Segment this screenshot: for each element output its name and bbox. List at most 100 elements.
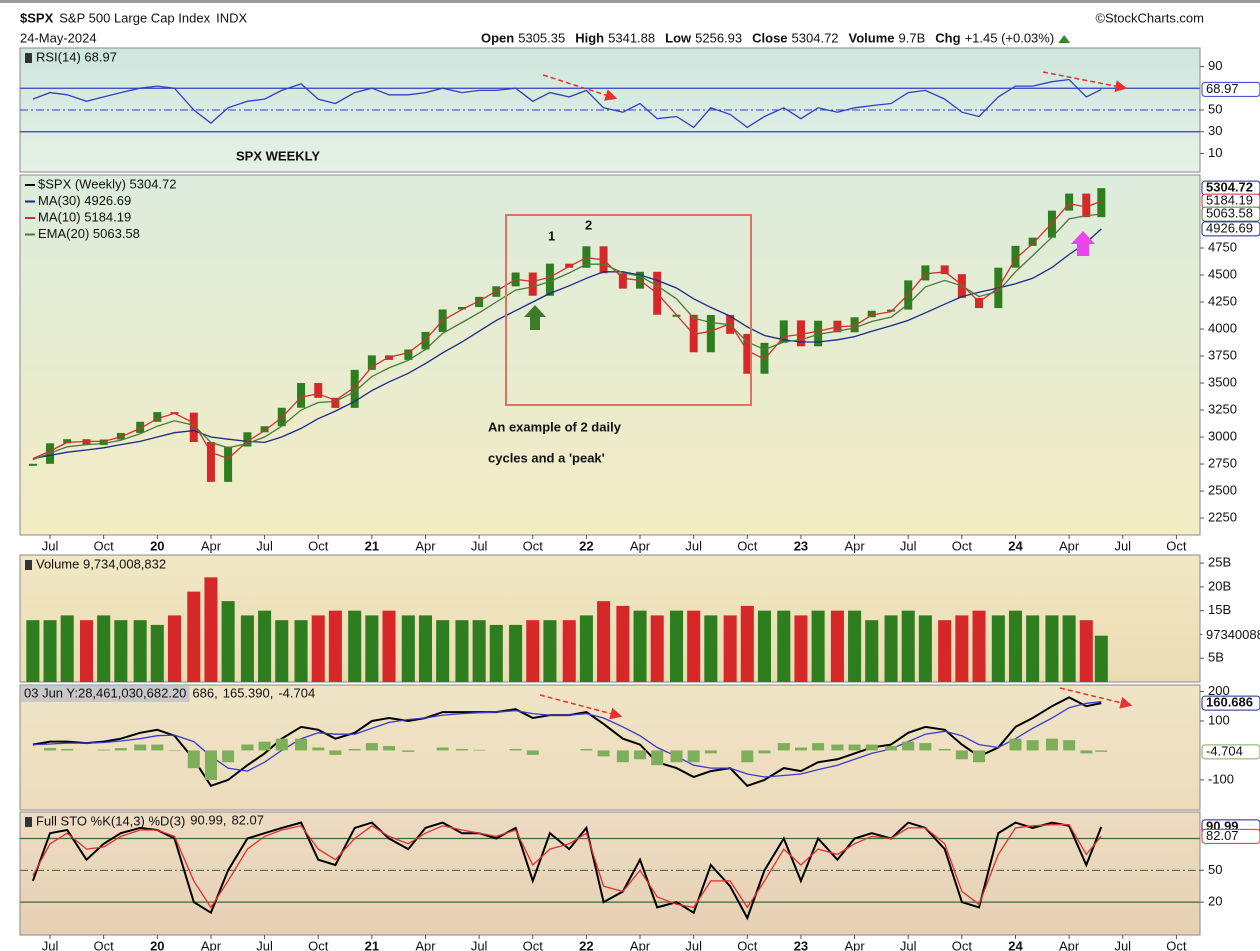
histogram-bar — [1026, 740, 1039, 751]
y-tick-label: 50 — [1208, 862, 1222, 877]
histogram-bar — [134, 744, 147, 751]
x-tick-label: Oct — [1166, 538, 1187, 553]
green-arrow — [524, 305, 546, 330]
price-bar — [975, 297, 984, 309]
price-bar — [116, 432, 125, 440]
x-tick-label: Apr — [844, 938, 865, 951]
volume-bar — [633, 610, 647, 682]
price-bar — [582, 246, 591, 268]
price-bar — [206, 442, 215, 482]
x-tick-label: Oct — [308, 538, 329, 553]
y-tick-label: 25B — [1208, 555, 1231, 570]
value-box — [1201, 744, 1260, 760]
histogram-bar — [312, 747, 325, 751]
symbol: $SPX — [20, 10, 54, 25]
price-bar — [63, 439, 72, 444]
price-bar — [297, 383, 306, 408]
histogram-bar — [616, 750, 629, 763]
volume-bar — [848, 610, 862, 682]
price-bar — [28, 463, 37, 466]
legend-label: 686, — [192, 685, 217, 700]
histogram-bar — [597, 750, 610, 757]
x-tick-label: Jul — [685, 538, 702, 553]
volume-bar — [382, 610, 396, 682]
price-bar — [618, 273, 627, 289]
price-bar — [940, 265, 949, 275]
value-box-label: 160.686 — [1206, 695, 1253, 710]
x-tick-label: Jul — [42, 938, 59, 951]
price-bar — [1028, 237, 1037, 246]
date: 24-May-2024 — [20, 30, 97, 45]
y-tick-label: 5B — [1208, 650, 1224, 665]
y-tick-label: 50 — [1208, 101, 1222, 116]
quote-value: 9.7B — [899, 30, 926, 45]
price-bar — [743, 333, 752, 374]
panel-background — [19, 174, 1201, 536]
histogram-bar — [365, 743, 378, 751]
x-tick-label: Apr — [630, 538, 651, 553]
volume-bar — [650, 615, 664, 682]
quote-label: Open — [481, 30, 514, 45]
price-bar — [867, 310, 876, 318]
x-tick-label: 22 — [579, 538, 593, 553]
histogram-bar — [1009, 738, 1022, 751]
volume-bar — [60, 615, 74, 682]
source: ©StockCharts.com — [1095, 10, 1204, 25]
price-bar — [1082, 193, 1091, 218]
price-bar — [404, 349, 413, 360]
x-tick-label: Oct — [308, 938, 329, 951]
value-box-label: 82.07 — [1206, 828, 1239, 843]
price-bar — [331, 397, 340, 408]
price-bar — [528, 272, 537, 296]
histogram-bar — [794, 747, 807, 751]
price-bar — [82, 439, 91, 446]
y-tick-label: 4250 — [1208, 293, 1237, 308]
value-box-label: 5063.58 — [1206, 206, 1253, 221]
price-bar — [1011, 245, 1020, 268]
top-bar — [0, 0, 1260, 3]
quote-value: +1.45 (+0.03%) — [965, 30, 1055, 45]
price-bar — [367, 355, 376, 370]
histogram-bar — [151, 744, 164, 751]
value-box — [1201, 828, 1260, 844]
value-box-label: 5184.19 — [1206, 193, 1253, 208]
x-tick-label: Jul — [471, 538, 488, 553]
y-tick-label: 10 — [1208, 145, 1222, 160]
volume-bar — [258, 610, 272, 682]
x-tick-label: Oct — [94, 938, 115, 951]
price-bar — [1065, 193, 1074, 211]
price-bar — [314, 383, 323, 398]
highlight-box — [505, 214, 752, 406]
y-tick-label: 30 — [1208, 123, 1222, 138]
histogram-bar — [831, 744, 844, 751]
histogram-bar — [687, 750, 700, 763]
quote-label: High — [575, 30, 604, 45]
value-box-label: -4.704 — [1206, 743, 1243, 758]
volume-bar — [328, 610, 342, 682]
histogram-bar — [973, 750, 986, 763]
y-tick-label: 2250 — [1208, 509, 1237, 524]
annotation-layer — [505, 71, 1133, 720]
volume-bar — [830, 610, 844, 682]
volume-bar — [901, 610, 915, 682]
histogram-bar — [1063, 740, 1076, 751]
y-tick-label: 3000 — [1208, 428, 1237, 443]
histogram-bar — [295, 738, 308, 751]
series-line — [32, 200, 1102, 460]
histogram-bar — [758, 750, 771, 754]
value-box — [1201, 206, 1260, 222]
y-tick-label: 4500 — [1208, 266, 1237, 281]
histogram-bar — [938, 748, 951, 751]
volume-bar — [221, 601, 235, 682]
volume-bar — [1079, 620, 1093, 682]
x-tick-label: Oct — [1166, 938, 1187, 951]
legend-label: 82.07 — [231, 812, 264, 827]
histogram-bar — [704, 750, 717, 754]
volume-bar — [794, 615, 808, 682]
y-tick-label: 3750 — [1208, 347, 1237, 362]
histogram-bar — [670, 750, 683, 763]
x-tick-label: Jul — [1114, 938, 1131, 951]
volume-bar — [687, 610, 701, 682]
volume-bar — [167, 615, 181, 682]
title-icon — [25, 53, 32, 63]
